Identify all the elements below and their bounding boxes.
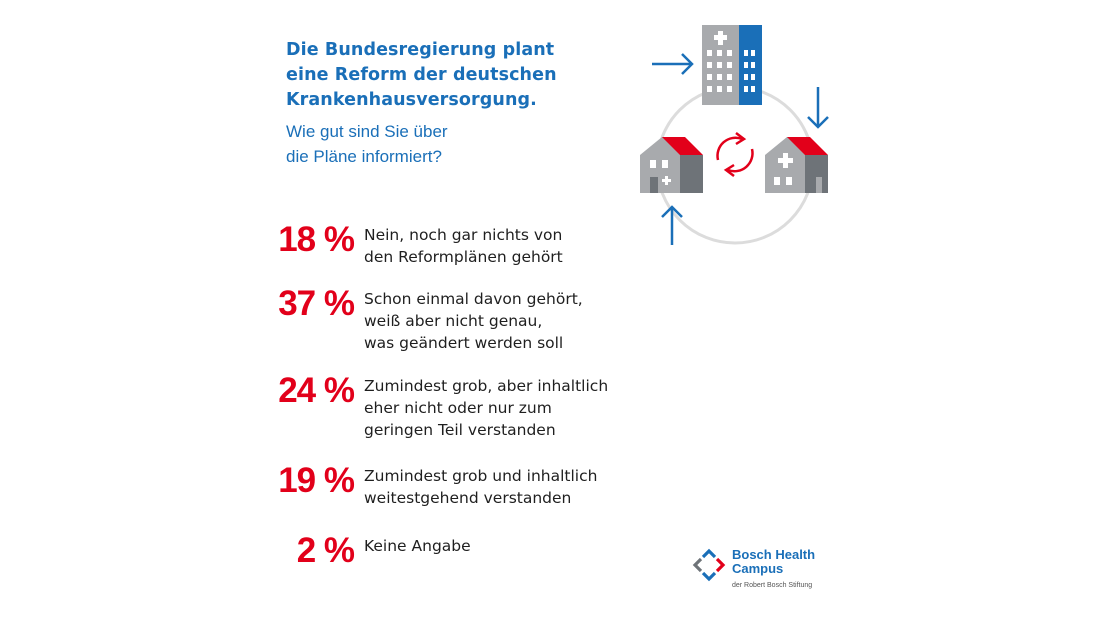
arrow-down-icon <box>807 87 829 129</box>
result-percent: 37 % <box>278 284 355 323</box>
result-label: Keine Angabe <box>364 537 471 555</box>
question-line: die Pläne informiert? <box>286 147 442 166</box>
logo-tagline: der Robert Bosch Stiftung <box>732 582 813 589</box>
question: Wie gut sind Sie über die Pläne informie… <box>286 119 586 169</box>
result-item: 2 % Keine Angabe <box>270 531 471 570</box>
result-label: Nein, noch gar nichts von den Reformplän… <box>364 226 563 266</box>
question-line: Wie gut sind Sie über <box>286 122 448 141</box>
result-label: Zumindest grob, aber inhaltlich eher nic… <box>364 377 609 439</box>
house-left-icon <box>640 137 703 193</box>
result-percent: 2 % <box>296 531 355 570</box>
headline-line: Die Bundesregierung plant <box>286 40 555 60</box>
arrow-right-icon <box>652 53 694 75</box>
hospital-building-icon <box>702 25 762 105</box>
headline-line: Krankenhausversorgung. <box>286 90 537 110</box>
result-item: 24 % Zumindest grob, aber inhaltlich ehe… <box>270 371 609 441</box>
result-label: Zumindest grob und inhaltlich weitestgeh… <box>364 467 598 507</box>
result-item: 19 % Zumindest grob und inhaltlich weite… <box>270 461 598 509</box>
arrow-up-icon <box>661 205 683 245</box>
result-percent: 18 % <box>278 220 355 259</box>
refresh-cycle-icon <box>716 132 754 177</box>
result-percent: 19 % <box>278 461 355 500</box>
house-right-icon <box>765 137 828 193</box>
result-label: Schon einmal davon gehört, weiß aber nic… <box>364 290 583 352</box>
result-item: 37 % Schon einmal davon gehört, weiß abe… <box>270 284 583 354</box>
logo-name: Bosch Health Campus <box>732 547 816 576</box>
result-item: 18 % Nein, noch gar nichts von den Refor… <box>270 220 563 268</box>
bosch-health-campus-logo: Bosch Health Campus der Robert Bosch Sti… <box>690 545 840 595</box>
headline: Die Bundesregierung plant eine Reform de… <box>286 38 586 113</box>
headline-line: eine Reform der deutschen <box>286 65 557 85</box>
hospital-network-illustration <box>640 25 829 245</box>
logo-diamond-icon <box>692 548 726 582</box>
result-percent: 24 % <box>278 371 355 410</box>
